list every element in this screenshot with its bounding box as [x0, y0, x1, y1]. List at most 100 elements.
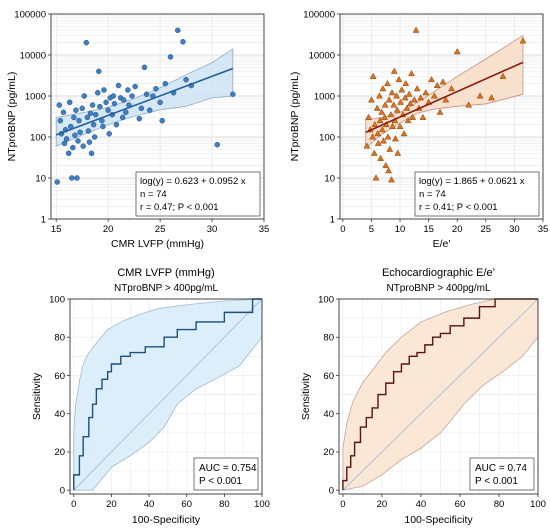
data-point [91, 134, 98, 140]
data-point [119, 114, 126, 121]
annotation-box [469, 457, 535, 491]
x-axis-label: 100-Specificity [132, 514, 201, 526]
data-point [73, 107, 79, 113]
chart-title: CMR LVFP (mmHg) [117, 267, 214, 279]
x-tick-label: 100 [254, 499, 270, 510]
x-tick-label: 20 [106, 499, 117, 510]
regression-line-segment [55, 67, 234, 136]
data-point [103, 99, 109, 106]
data-point [419, 113, 427, 120]
chart-subtitle: NTproBNP > 400pg/mL [386, 283, 490, 294]
data-point [113, 121, 120, 128]
data-point [401, 94, 409, 101]
y-tick-label: 100000 [303, 9, 335, 20]
annotation-p: P < 0.001 [199, 476, 242, 487]
data-point [96, 68, 102, 75]
data-point [392, 135, 399, 142]
data-point [89, 102, 96, 108]
data-point [403, 104, 411, 111]
data-point [422, 89, 430, 96]
x-tick-label: 0 [340, 499, 345, 510]
data-point [370, 149, 378, 156]
data-point [70, 144, 76, 151]
data-point [408, 69, 415, 77]
chart-subtitle: NTproBNP > 400pg/mL [114, 283, 218, 294]
annotation-r: r = 0.47; P < 0.001 [140, 202, 219, 213]
data-point [85, 128, 92, 134]
data-point [488, 94, 495, 101]
data-point [388, 176, 395, 183]
data-point [72, 132, 78, 139]
data-point [398, 86, 406, 93]
auc-annotation: AUC = 0.74 P < 0.001 [469, 457, 535, 491]
y-axis-label: Sensitivity [300, 372, 312, 420]
x-tick-label: 80 [219, 499, 230, 510]
data-point [402, 79, 410, 87]
y-tick-label: 20 [54, 447, 65, 458]
x-tick-label: 30 [509, 224, 520, 235]
data-point [376, 116, 384, 124]
x-tick-label: 60 [181, 499, 192, 510]
data-point [388, 89, 396, 96]
axes [69, 298, 263, 495]
axes [339, 13, 544, 220]
x-tick-label: 35 [538, 224, 549, 235]
data-point [389, 122, 397, 129]
data-point [183, 76, 189, 83]
x-tick-label: 100 [530, 499, 546, 510]
data-point [412, 26, 420, 33]
data-point [214, 141, 220, 148]
data-point [417, 94, 425, 101]
data-point [123, 109, 129, 116]
data-point [365, 113, 373, 120]
data-point [390, 67, 398, 74]
data-point [79, 105, 85, 112]
annotation-n: n = 74 [419, 189, 446, 200]
data-point [433, 81, 441, 88]
data-point [153, 86, 159, 92]
data-point [385, 167, 393, 174]
y-tick-label: 100 [318, 294, 334, 305]
data-point [90, 121, 97, 128]
x-tick-label: 0 [71, 499, 76, 510]
y-tick-label: 1000 [314, 91, 335, 102]
data-point [74, 175, 80, 181]
data-point [57, 117, 64, 124]
data-point [92, 111, 99, 118]
annotation-box [135, 171, 261, 217]
y-tick-label: 100 [49, 294, 65, 305]
data-point [75, 138, 81, 144]
data-point [394, 149, 402, 156]
reference-diagonal [73, 298, 263, 491]
annotation-auc: AUC = 0.74 [475, 463, 527, 474]
data-point [120, 97, 127, 103]
data-point [143, 91, 150, 98]
data-point [397, 98, 405, 105]
plot-frame [338, 298, 539, 495]
y-tick-label: 60 [323, 371, 334, 382]
data-point [428, 75, 435, 83]
x-tick-label: 20 [103, 224, 114, 235]
data-point [132, 83, 138, 90]
data-point [136, 115, 143, 122]
data-point [380, 137, 387, 144]
diagonal-line [73, 298, 263, 491]
auc-annotation: AUC = 0.754 P < 0.001 [193, 457, 259, 491]
y-tick-label: 80 [323, 333, 334, 344]
data-point [115, 82, 122, 89]
x-tick-label: 40 [144, 499, 155, 510]
x-tick-label: 0 [340, 224, 345, 235]
x-tick-label: 25 [155, 224, 166, 235]
data-point [476, 92, 484, 99]
data-point [374, 130, 382, 137]
roc-step-line [73, 298, 262, 491]
x-tick-label: 25 [481, 224, 492, 235]
data-point [146, 107, 153, 113]
regression-line-segment [365, 61, 524, 134]
chart-title: Echocardiographic E/e’ [382, 267, 495, 279]
data-point [81, 93, 87, 99]
x-tick-label: 15 [423, 224, 434, 235]
data-point [384, 79, 391, 87]
plot-frame [339, 13, 544, 220]
data-point [379, 85, 387, 92]
